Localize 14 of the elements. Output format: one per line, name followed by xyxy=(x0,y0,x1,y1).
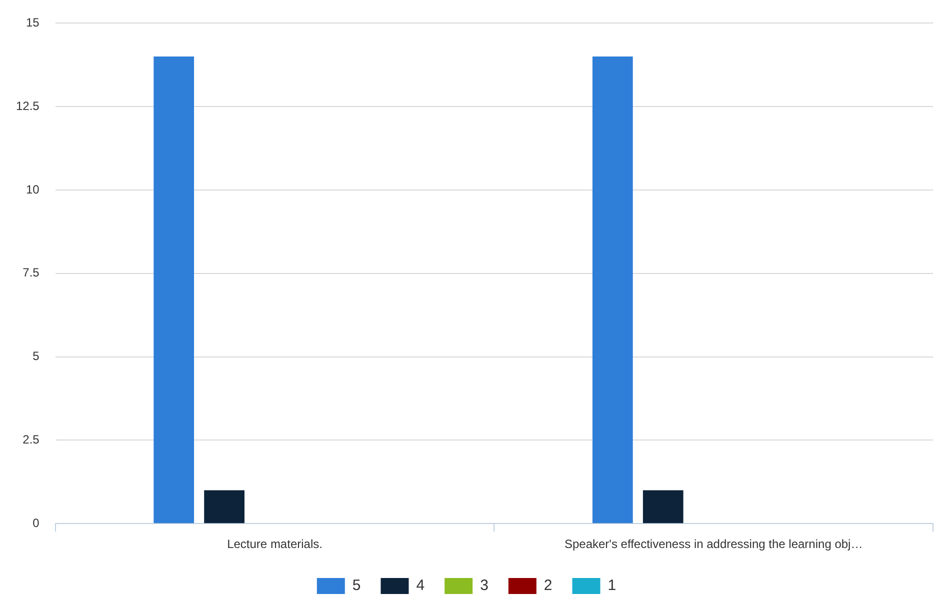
y-tick-label: 7.5 xyxy=(22,266,40,280)
y-tick-label: 5 xyxy=(32,349,40,364)
x-tick-label: Lecture materials. xyxy=(227,537,322,552)
legend-label: 4 xyxy=(416,577,425,594)
x-tick-label: Speaker's effectiveness in addressing the learning obj… xyxy=(564,537,863,552)
legend-label: 1 xyxy=(608,577,616,594)
y-tick-label: 12.5 xyxy=(16,98,40,113)
legend-label: 3 xyxy=(480,577,488,594)
legend-label: 2 xyxy=(544,577,552,594)
legend-label: 5 xyxy=(352,577,361,594)
y-tick-label: 0 xyxy=(32,516,40,530)
y-tick-label: 10 xyxy=(26,182,40,196)
y-tick-label: 2.5 xyxy=(22,432,40,447)
y-tick-label: 15 xyxy=(26,16,40,30)
